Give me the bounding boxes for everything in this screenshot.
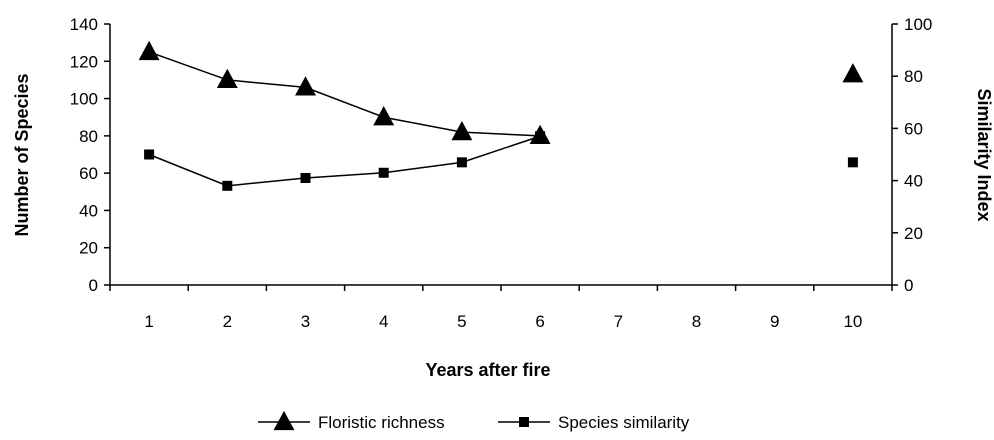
- data-point-square: [456, 157, 467, 168]
- legend-marker: [519, 417, 529, 427]
- series-line: [148, 51, 541, 137]
- data-point-square: [222, 180, 233, 191]
- y-tick-label: 100: [70, 90, 98, 109]
- axes: 0 20 40 60 80 100 120 140 0 20 40 60 80 100 1 2 3 4 5 6 7 8 9 1…: [70, 15, 933, 331]
- data-point-square: [144, 149, 155, 160]
- x-tick-label: 7: [614, 312, 623, 331]
- x-tick-label: 6: [535, 312, 544, 331]
- x-tick-label: 9: [770, 312, 779, 331]
- data-point-square: [300, 172, 311, 183]
- data-point-triangle: [295, 76, 316, 96]
- x-tick-label: 4: [379, 312, 388, 331]
- legend-marker: [273, 410, 295, 431]
- legend-item: Species similarity: [498, 413, 690, 432]
- y-tick-label: 80: [79, 127, 98, 146]
- legend: Floristic richness Species similarity: [258, 410, 690, 432]
- x-axis-title: Years after fire: [425, 360, 550, 380]
- data-point-square: [535, 131, 546, 142]
- data-point-square: [378, 167, 389, 178]
- series-layer: [138, 40, 864, 191]
- y2-tick-label: 40: [904, 172, 923, 191]
- y-tick-label: 0: [89, 276, 98, 295]
- data-point-triangle: [373, 106, 395, 126]
- x-tick-label: 3: [301, 312, 310, 331]
- series-2: [144, 131, 858, 191]
- y2-tick-label: 20: [904, 224, 923, 243]
- y2-tick-label: 100: [904, 15, 932, 34]
- data-point-triangle: [451, 120, 473, 141]
- x-tick-label: 1: [144, 312, 153, 331]
- y2-axis-title: Similarity Index: [974, 88, 994, 221]
- data-point-triangle: [216, 68, 238, 89]
- y-tick-label: 60: [79, 164, 98, 183]
- series-line: [148, 135, 541, 187]
- y2-tick-label: 60: [904, 119, 923, 138]
- series-1: [138, 40, 864, 144]
- x-tick-label: 8: [692, 312, 701, 331]
- data-point-square: [847, 157, 858, 168]
- data-point-triangle: [138, 40, 160, 61]
- legend-label: Species similarity: [558, 413, 690, 432]
- legend-item: Floristic richness: [258, 410, 445, 432]
- y2-tick-label: 0: [904, 276, 913, 295]
- y-tick-label: 20: [79, 239, 98, 258]
- x-tick-label: 2: [223, 312, 232, 331]
- data-point-triangle: [842, 63, 864, 83]
- y-tick-label: 120: [70, 52, 98, 71]
- y2-tick-label: 80: [904, 67, 923, 86]
- x-tick-label: 10: [843, 312, 862, 331]
- y-axis-title: Number of Species: [12, 73, 32, 236]
- y-tick-label: 40: [79, 201, 98, 220]
- legend-label: Floristic richness: [318, 413, 445, 432]
- y-tick-label: 140: [70, 15, 98, 34]
- x-tick-label: 5: [457, 312, 466, 331]
